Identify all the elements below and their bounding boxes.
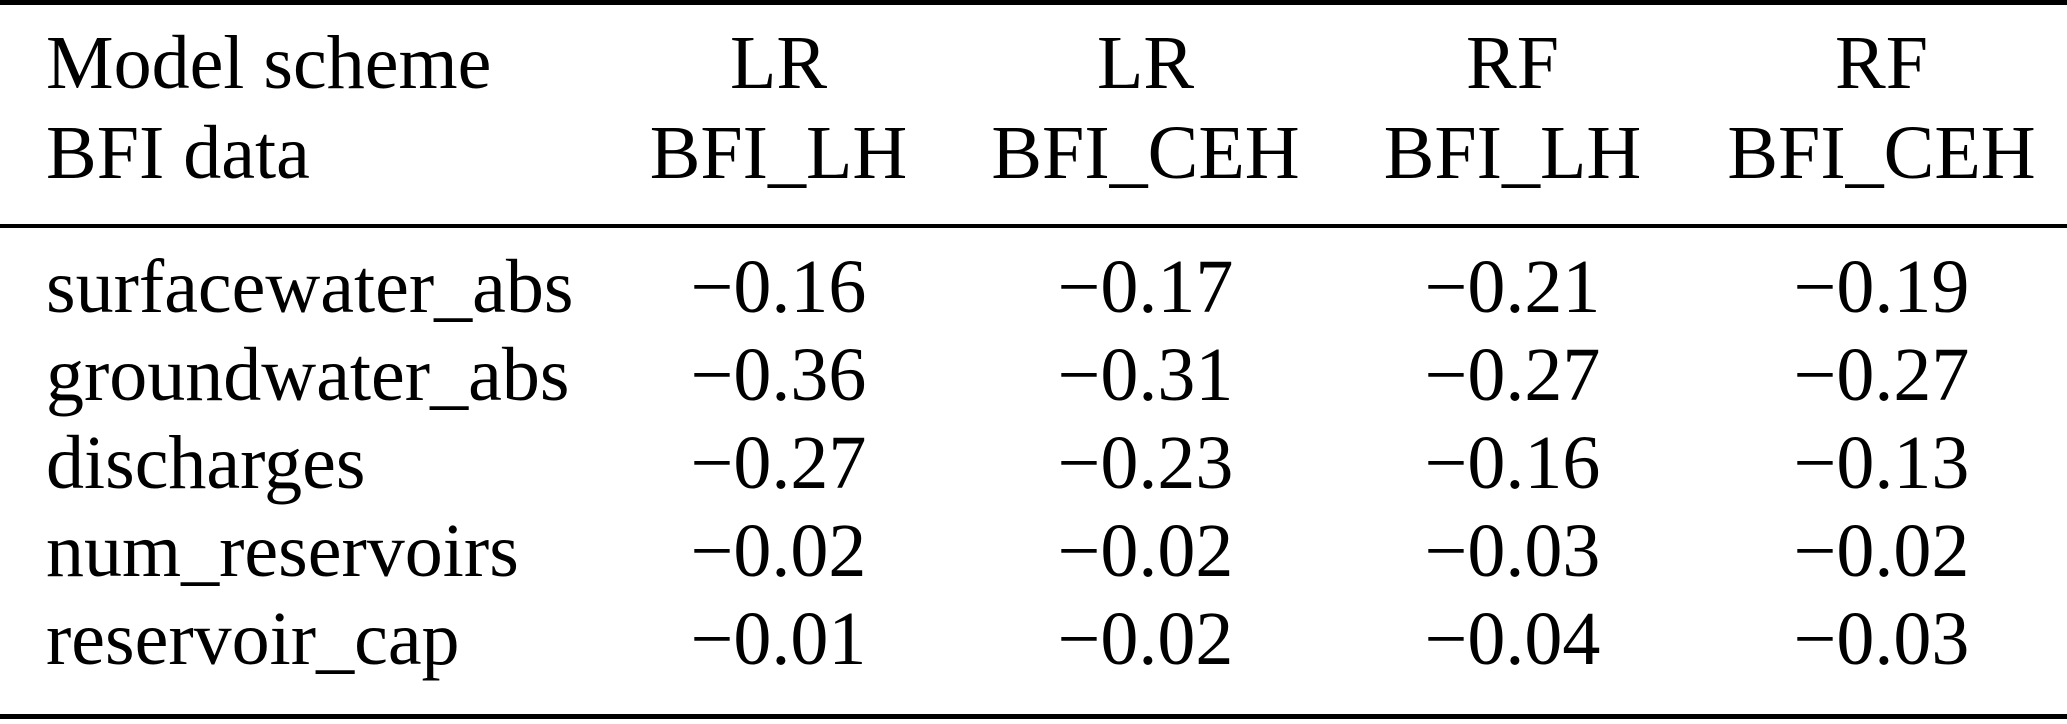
value-cell: −0.16 [1424,421,1601,505]
table-mid-rule [0,224,2067,228]
table-body: surfacewater_abs −0.16 −0.17 −0.21 −0.19… [0,243,2067,683]
header-scheme-col1: LR [729,21,828,105]
value-cell: −0.27 [1793,333,1970,417]
value-cell: −0.17 [1057,245,1234,329]
value-cell: −0.23 [1057,421,1234,505]
header-scheme-col2: LR [1096,21,1195,105]
value-cell: −0.27 [690,421,867,505]
header-scheme-col3: RF [1466,21,1559,105]
value-cell: −0.04 [1424,597,1601,681]
value-cell: −0.27 [1424,333,1601,417]
header-bfi-col4: BFI_CEH [1727,111,2036,195]
header-row-scheme: Model scheme LR LR RF RF [0,18,2067,108]
value-cell: −0.16 [690,245,867,329]
row-label: reservoir_cap [46,597,460,681]
table-row: num_reservoirs −0.02 −0.02 −0.03 −0.02 [0,507,2067,595]
row-label: discharges [46,421,366,505]
table-top-rule [0,0,2067,5]
row-label: surfacewater_abs [46,245,574,329]
value-cell: −0.01 [690,597,867,681]
table-bottom-rule [0,714,2067,719]
table-row: discharges −0.27 −0.23 −0.16 −0.13 [0,419,2067,507]
header-bfi-col3: BFI_LH [1383,111,1642,195]
value-cell: −0.02 [690,509,867,593]
value-cell: −0.13 [1793,421,1970,505]
value-cell: −0.03 [1793,597,1970,681]
header-stub-line2: BFI data [46,111,310,195]
header-bfi-col1: BFI_LH [649,111,908,195]
value-cell: −0.03 [1424,509,1601,593]
header-stub-line1: Model scheme [46,21,492,105]
table-header: Model scheme LR LR RF RF BFI data BFI_LH… [0,18,2067,198]
value-cell: −0.19 [1793,245,1970,329]
value-cell: −0.36 [690,333,867,417]
value-cell: −0.31 [1057,333,1234,417]
row-label: groundwater_abs [46,333,570,417]
header-row-bfi: BFI data BFI_LH BFI_CEH BFI_LH BFI_CEH [0,108,2067,198]
value-cell: −0.02 [1057,509,1234,593]
row-label: num_reservoirs [46,509,519,593]
table-row: surfacewater_abs −0.16 −0.17 −0.21 −0.19 [0,243,2067,331]
header-bfi-col2: BFI_CEH [991,111,1300,195]
value-cell: −0.02 [1057,597,1234,681]
table-row: groundwater_abs −0.36 −0.31 −0.27 −0.27 [0,331,2067,419]
table-row: reservoir_cap −0.01 −0.02 −0.04 −0.03 [0,595,2067,683]
value-cell: −0.21 [1424,245,1601,329]
header-scheme-col4: RF [1835,21,1928,105]
value-cell: −0.02 [1793,509,1970,593]
